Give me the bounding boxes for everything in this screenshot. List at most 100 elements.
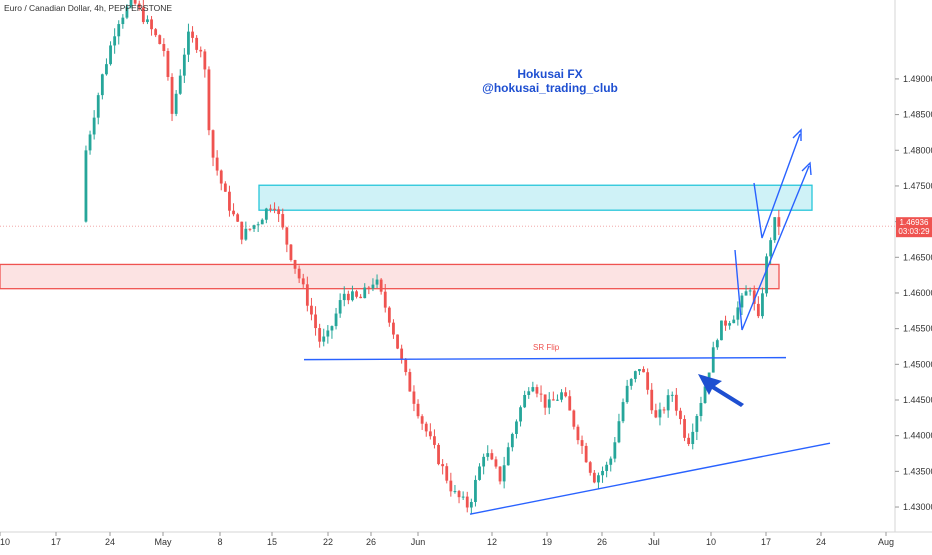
- candle-body: [674, 394, 678, 411]
- price-tick-label: 1.48500: [903, 110, 932, 120]
- candle-body: [322, 336, 326, 342]
- candle-body: [515, 421, 518, 434]
- candle-body: [137, 3, 141, 8]
- candle-body: [646, 372, 650, 390]
- candle-body: [597, 475, 600, 483]
- candle-body: [461, 496, 465, 498]
- candle-body: [105, 64, 108, 75]
- time-tick-label: May: [154, 537, 172, 547]
- price-tick-label: 1.45500: [903, 324, 932, 334]
- candle-body: [260, 219, 264, 225]
- candle-body: [490, 453, 494, 460]
- candle-body: [494, 459, 498, 467]
- candle-body: [736, 307, 740, 320]
- candle-body: [215, 157, 219, 171]
- candle-body: [121, 17, 125, 25]
- sr-flip-zone: [0, 263, 780, 290]
- time-tick-label: 19: [542, 537, 552, 547]
- candle-body: [244, 228, 248, 240]
- candle-body: [371, 284, 375, 289]
- candle-body: [732, 319, 736, 324]
- candle-body: [236, 214, 240, 222]
- time-tick-label: 10: [0, 537, 10, 547]
- trendlines-layer: [303, 128, 831, 515]
- candle-body: [256, 224, 260, 226]
- candle-body: [576, 426, 580, 441]
- candle-body: [383, 291, 387, 308]
- candle-body: [613, 442, 617, 459]
- watermark-line-2: @hokusai_trading_club: [482, 81, 618, 95]
- time-tick-label: 8: [217, 537, 222, 547]
- candle-body: [150, 19, 153, 30]
- candle-body: [535, 387, 539, 394]
- candle-body: [178, 75, 182, 94]
- candle-body: [556, 399, 559, 401]
- pointer-arrow: [698, 374, 744, 407]
- candle-body: [305, 284, 309, 306]
- candle-body: [129, 0, 133, 7]
- candle-body: [752, 290, 756, 304]
- candle-body: [695, 416, 699, 432]
- candle-body: [465, 496, 469, 508]
- candle-body: [564, 392, 568, 397]
- time-axis: 10 17 24 May 8 15 22 26 Jun 12 19 26 Jul 10 17 24 Aug: [0, 532, 894, 547]
- candle-body: [724, 320, 727, 326]
- candle-body: [605, 464, 609, 471]
- candle-body: [100, 74, 104, 96]
- supply-zone: [258, 184, 813, 211]
- candle-body: [400, 348, 404, 359]
- candle-body: [281, 214, 285, 228]
- time-tick-label: 17: [51, 537, 61, 547]
- candle-body: [252, 225, 256, 229]
- candle-body: [773, 217, 777, 241]
- bar-countdown: 03:03:29: [898, 227, 930, 236]
- candle-body: [223, 183, 227, 192]
- candle-body: [601, 470, 604, 476]
- candle-body: [715, 340, 719, 348]
- candle-body: [158, 35, 162, 45]
- candle-body: [248, 228, 252, 230]
- candle-body: [433, 436, 436, 445]
- candle-body: [367, 287, 371, 289]
- candle-body: [141, 7, 145, 23]
- candle-body: [289, 244, 293, 261]
- candle-body: [560, 392, 563, 400]
- candle-body: [621, 402, 625, 422]
- rising-trendline: [469, 442, 831, 515]
- candle-body: [478, 466, 481, 480]
- candle-body: [96, 95, 100, 118]
- candle-body: [392, 322, 395, 335]
- candle-body: [297, 268, 301, 279]
- candle-body: [207, 69, 211, 131]
- time-tick-label: 15: [267, 537, 277, 547]
- candle-body: [531, 387, 535, 392]
- candle-body: [293, 260, 297, 269]
- candle-body: [609, 458, 613, 465]
- candle-body: [375, 279, 379, 285]
- candle-body: [92, 117, 96, 135]
- time-tick-label: 10: [706, 537, 716, 547]
- candle-body: [617, 421, 621, 443]
- candle-body: [547, 399, 551, 408]
- candle-body: [711, 347, 715, 373]
- candle-body: [703, 386, 707, 403]
- candle-body: [133, 0, 137, 4]
- candle-body: [84, 150, 88, 222]
- zones-layer: [0, 184, 895, 290]
- candle-body: [301, 278, 305, 285]
- time-tick-label: 17: [761, 537, 771, 547]
- candle-body: [408, 372, 412, 392]
- candle-body: [654, 410, 658, 418]
- watermark-line-1: Hokusai FX: [517, 67, 582, 81]
- time-tick-label: Jul: [648, 537, 660, 547]
- candle-body: [125, 6, 129, 18]
- candle-body: [633, 371, 637, 379]
- candle-body: [318, 328, 322, 342]
- candle-body: [769, 240, 773, 257]
- candle-body: [338, 300, 342, 314]
- candle-body: [572, 410, 576, 427]
- candle-body: [285, 227, 289, 245]
- price-tick-label: 1.47500: [903, 181, 932, 191]
